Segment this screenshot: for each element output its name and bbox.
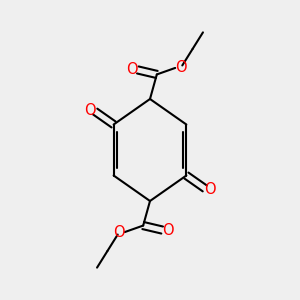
Text: O: O [84,103,96,118]
Text: O: O [175,60,187,75]
Text: O: O [162,223,174,238]
Text: O: O [113,225,125,240]
Text: O: O [204,182,216,197]
Text: O: O [126,62,138,77]
